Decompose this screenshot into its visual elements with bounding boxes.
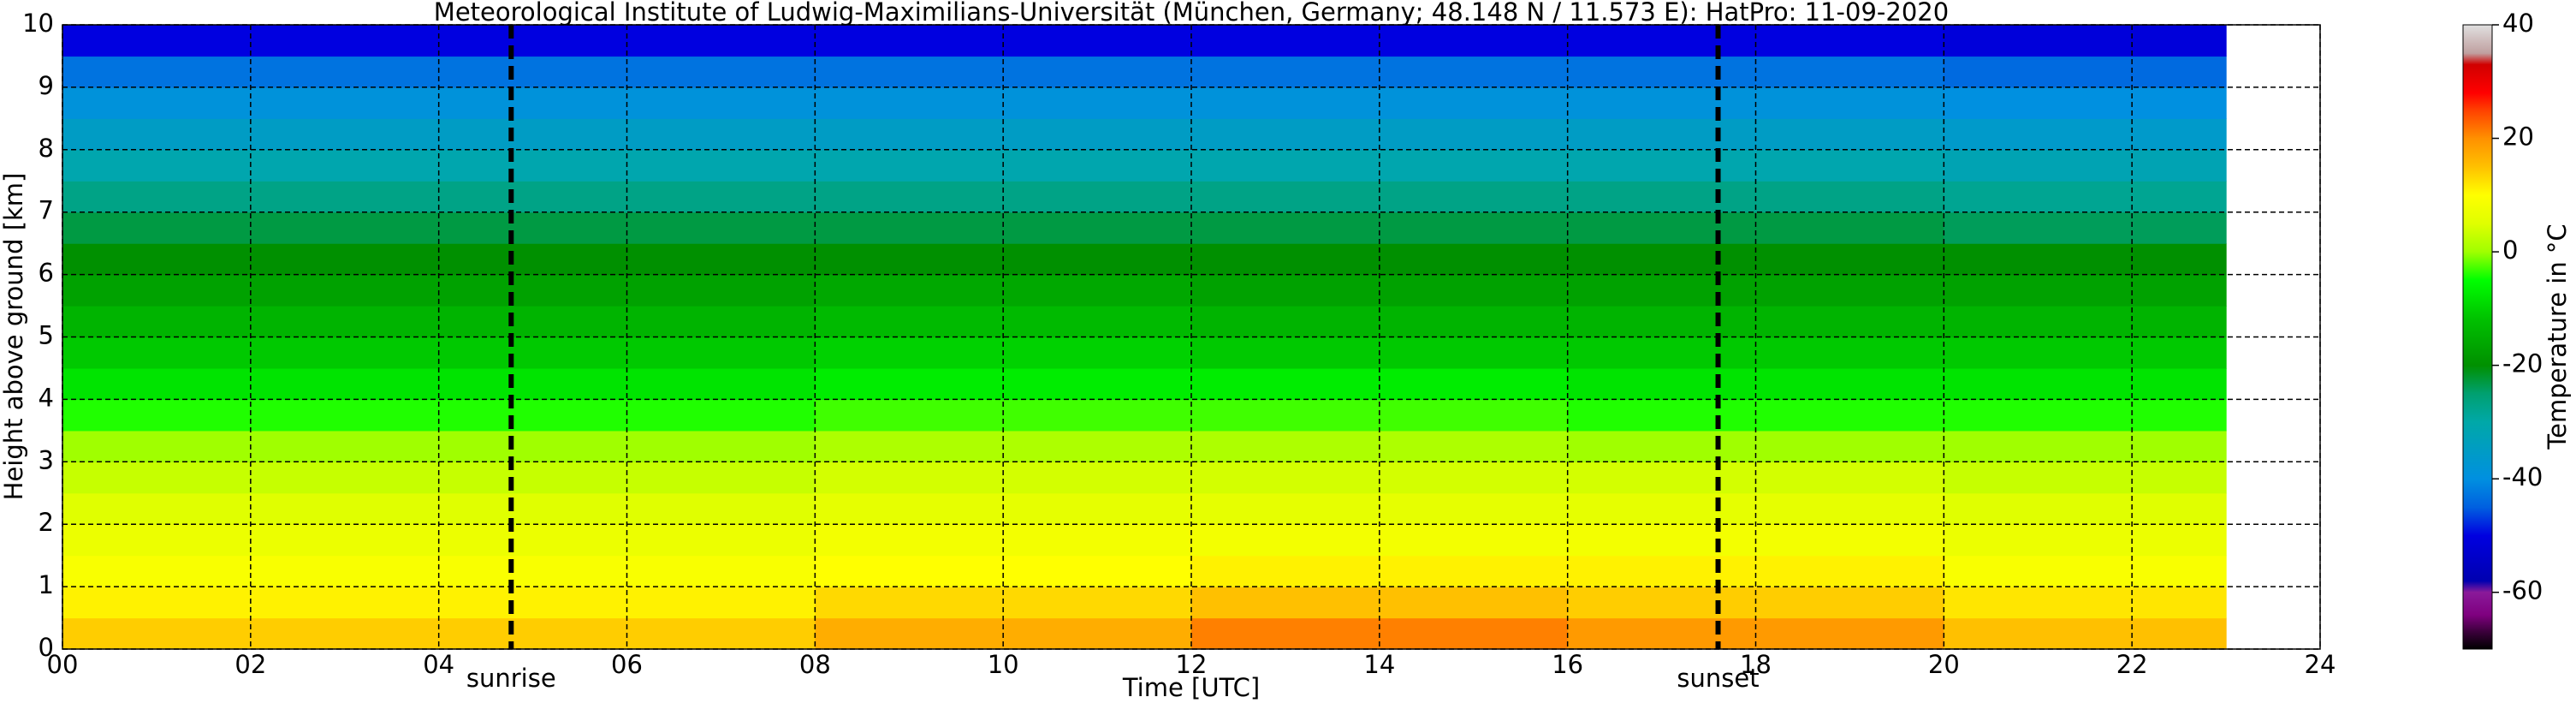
x-tick-label: 20	[1928, 650, 1960, 679]
y-tick-label: 0	[39, 633, 54, 662]
y-tick-label: 7	[39, 196, 54, 225]
y-tick-label: 1	[39, 570, 54, 599]
heatmap-cell	[1944, 617, 2227, 650]
y-tick-label: 5	[39, 321, 54, 350]
y-tick-label: 8	[39, 134, 54, 163]
colorbar-tick-label: -40	[2502, 462, 2543, 492]
heatmap-cell	[1944, 555, 2227, 587]
event-label: sunrise	[466, 664, 556, 693]
x-axis-label: Time [UTC]	[1122, 673, 1260, 702]
colorbar-tick-label: 20	[2502, 122, 2534, 152]
heatmap-cell	[1944, 367, 2227, 400]
heatmap-cell	[1944, 181, 2227, 213]
y-tick-label: 3	[39, 445, 54, 474]
heatmap-cell	[1944, 56, 2227, 88]
colorbar-tick-label: 40	[2502, 9, 2534, 38]
x-tick-label: 10	[988, 650, 1019, 679]
x-tick-label: 16	[1552, 650, 1583, 679]
x-tick-label: 04	[423, 650, 454, 679]
plot-frame	[62, 24, 2321, 650]
heatmap-cell	[1944, 462, 2227, 494]
x-tick-label: 24	[2305, 650, 2336, 679]
y-tick-label: 6	[39, 259, 54, 288]
heatmap-cell	[1944, 86, 2227, 119]
y-tick-label: 4	[39, 383, 54, 412]
y-tick-label: 10	[22, 9, 54, 38]
colorbar-tick-label: 0	[2502, 235, 2518, 265]
y-axis-label: Height above ground [km]	[0, 173, 28, 501]
x-tick-label: 00	[47, 650, 79, 679]
heatmap-cell	[1944, 25, 2227, 57]
x-tick-label: 12	[1176, 650, 1208, 679]
y-tick-label: 2	[39, 508, 54, 537]
x-tick-label: 06	[611, 650, 643, 679]
x-tick-label: 08	[799, 650, 831, 679]
colorbar-tick-label: -20	[2502, 349, 2543, 378]
x-tick-label: 18	[1740, 650, 1772, 679]
heatmap-cell	[1944, 430, 2227, 462]
heatmap-cell	[1944, 149, 2227, 182]
heatmap-cell	[1944, 337, 2227, 369]
heatmap-cell	[1944, 212, 2227, 244]
heatmap-cell	[1944, 306, 2227, 338]
heatmap-cell	[1944, 274, 2227, 307]
y-tick-label: 9	[39, 71, 54, 100]
colorbar-tick-label: -60	[2502, 576, 2543, 605]
chart-title: Meteorological Institute of Ludwig-Maxim…	[434, 0, 1949, 27]
heatmap-cell	[1944, 243, 2227, 276]
event-label: sunset	[1677, 664, 1759, 693]
colorbar	[2462, 24, 2493, 650]
x-tick-label: 14	[1363, 650, 1395, 679]
heatmap-cell	[1944, 524, 2227, 557]
x-tick-label: 22	[2116, 650, 2148, 679]
colorbar-label: Temperature in °C	[2543, 223, 2572, 450]
heatmap-cell	[1944, 118, 2227, 151]
heatmap-cell	[1944, 492, 2227, 525]
heatmap-cell	[1944, 399, 2227, 432]
heatmap-cell	[1944, 587, 2227, 619]
x-tick-label: 02	[234, 650, 266, 679]
